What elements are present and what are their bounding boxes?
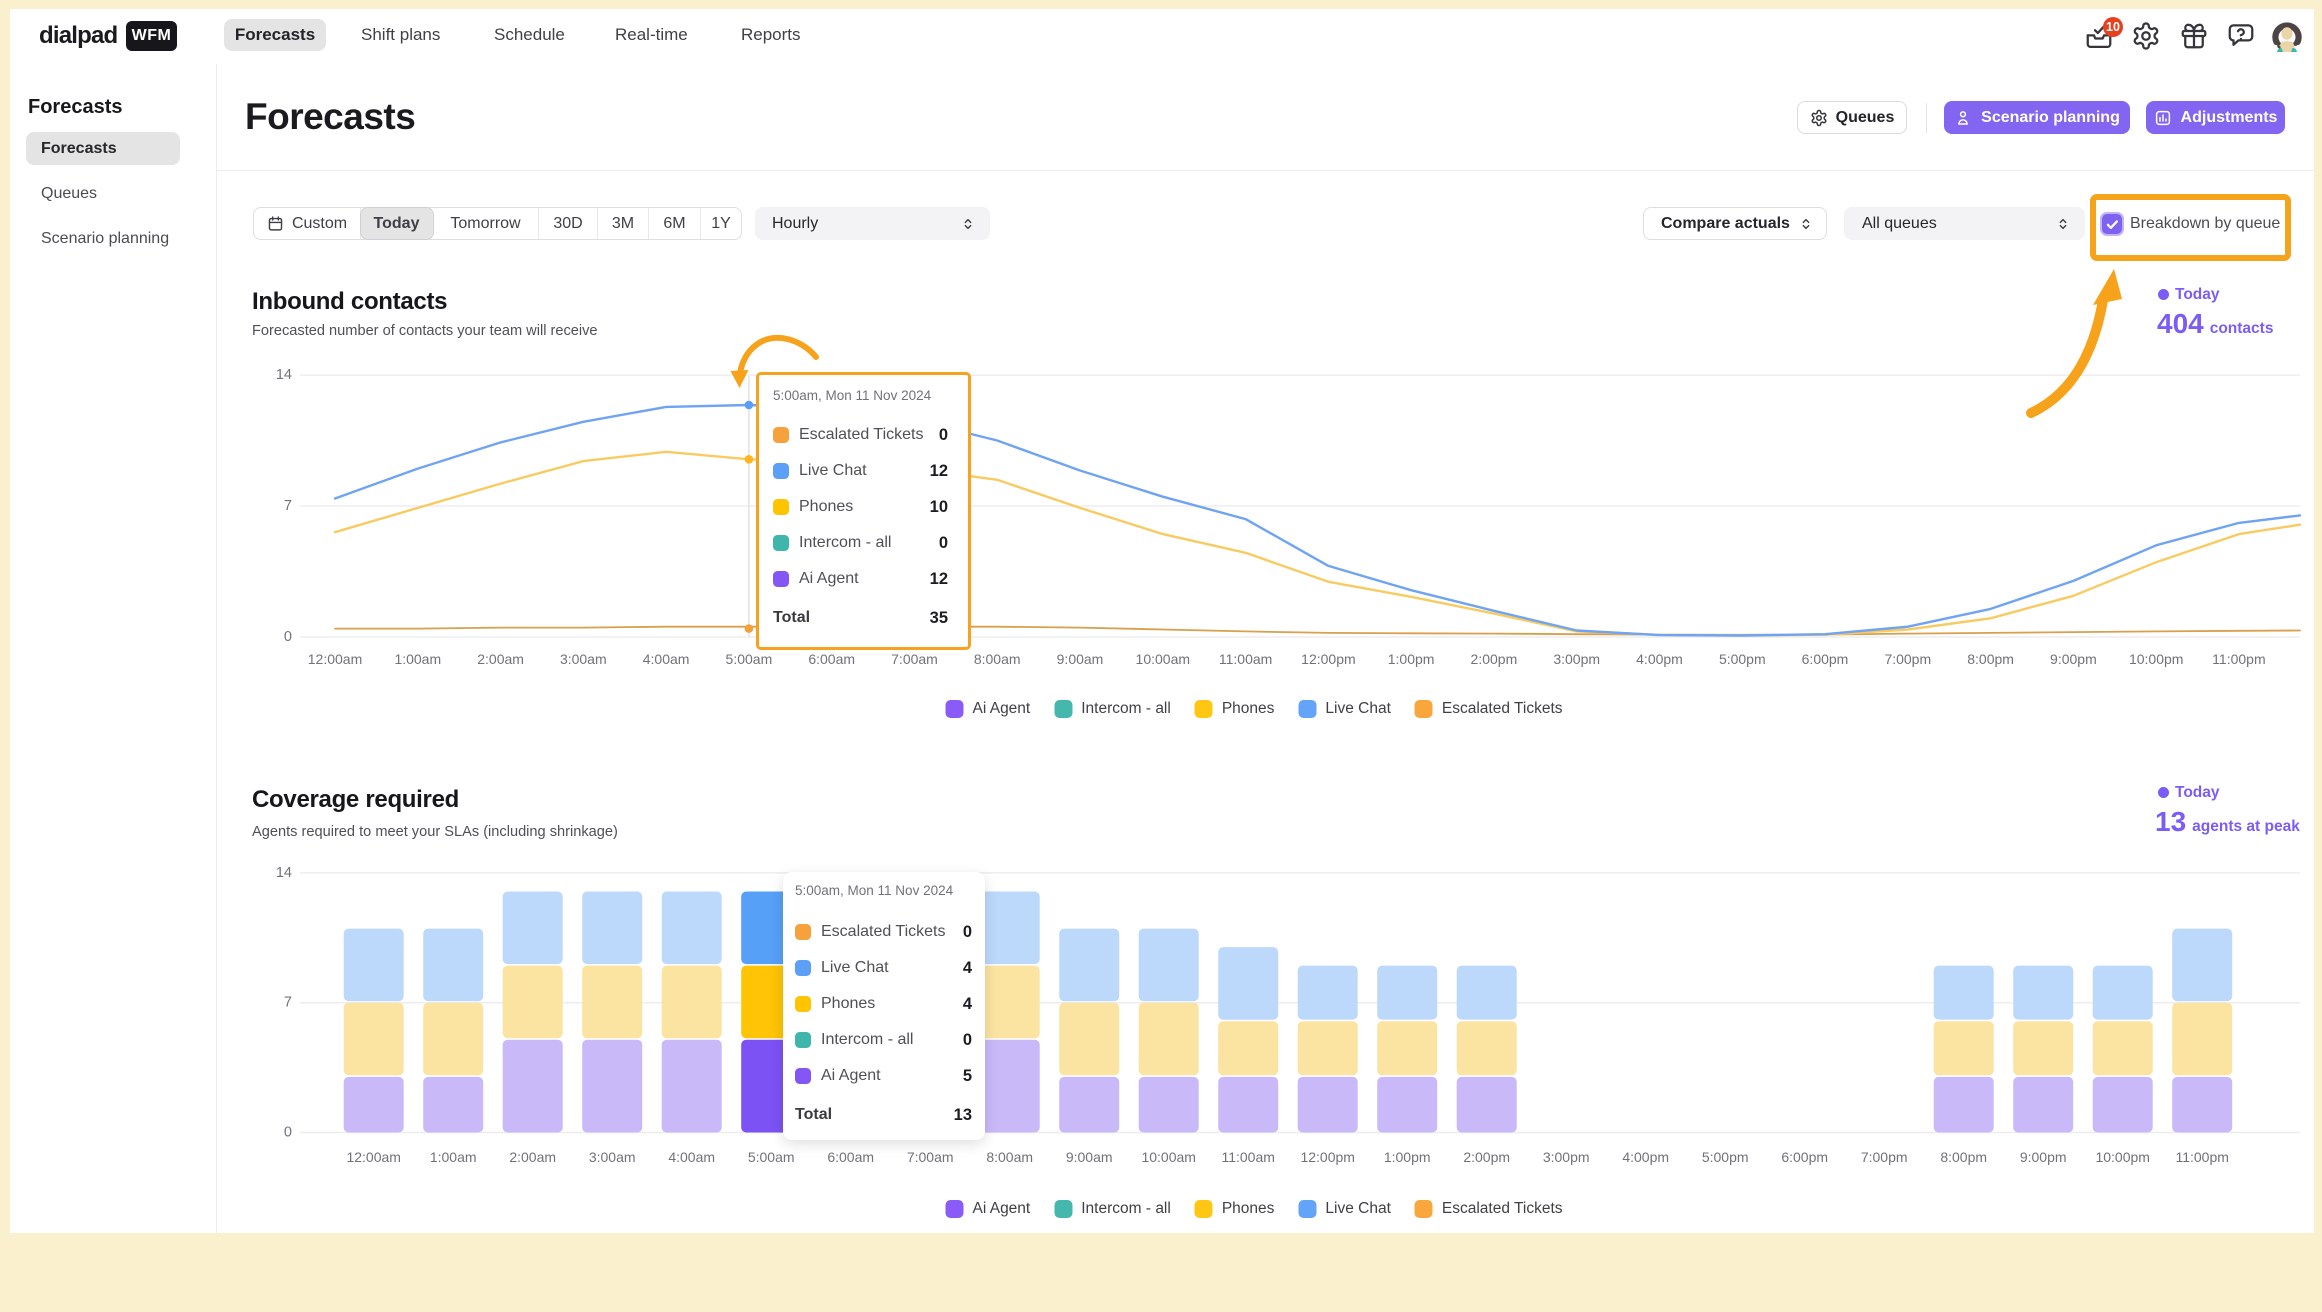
svg-text:3:00pm: 3:00pm xyxy=(1553,651,1600,667)
svg-text:14: 14 xyxy=(276,367,292,383)
svg-text:7: 7 xyxy=(284,498,292,514)
svg-text:4:00am: 4:00am xyxy=(643,651,690,667)
svg-text:7:00pm: 7:00pm xyxy=(1884,651,1931,667)
svg-text:7:00am: 7:00am xyxy=(907,1149,954,1165)
svg-text:6:00pm: 6:00pm xyxy=(1781,1149,1828,1165)
svg-text:1:00am: 1:00am xyxy=(394,651,441,667)
svg-text:5:00pm: 5:00pm xyxy=(1719,651,1766,667)
svg-text:8:00pm: 8:00pm xyxy=(1940,1149,1987,1165)
svg-text:10:00am: 10:00am xyxy=(1141,1149,1195,1165)
svg-text:11:00pm: 11:00pm xyxy=(2175,1149,2228,1165)
svg-text:4:00pm: 4:00pm xyxy=(1636,651,1683,667)
svg-text:12:00am: 12:00am xyxy=(346,1149,400,1165)
svg-text:4:00am: 4:00am xyxy=(668,1149,715,1165)
svg-text:0: 0 xyxy=(284,1125,292,1141)
svg-text:1:00pm: 1:00pm xyxy=(1388,651,1435,667)
svg-text:10:00pm: 10:00pm xyxy=(2129,651,2183,667)
svg-text:6:00pm: 6:00pm xyxy=(1802,651,1849,667)
svg-text:12:00pm: 12:00pm xyxy=(1300,1149,1354,1165)
svg-text:1:00pm: 1:00pm xyxy=(1384,1149,1431,1165)
svg-text:6:00am: 6:00am xyxy=(827,1149,874,1165)
svg-text:9:00am: 9:00am xyxy=(1057,651,1104,667)
svg-text:0: 0 xyxy=(284,629,292,645)
svg-text:8:00am: 8:00am xyxy=(986,1149,1033,1165)
svg-text:1:00am: 1:00am xyxy=(430,1149,477,1165)
svg-text:3:00am: 3:00am xyxy=(560,651,607,667)
svg-text:10:00am: 10:00am xyxy=(1136,651,1190,667)
svg-text:9:00pm: 9:00pm xyxy=(2020,1149,2067,1165)
svg-text:2:00am: 2:00am xyxy=(509,1149,556,1165)
svg-text:14: 14 xyxy=(276,865,292,881)
svg-text:4:00pm: 4:00pm xyxy=(1622,1149,1669,1165)
svg-text:11:00pm: 11:00pm xyxy=(2212,651,2265,667)
svg-text:11:00am: 11:00am xyxy=(1219,651,1272,667)
svg-text:2:00am: 2:00am xyxy=(477,651,524,667)
svg-text:3:00am: 3:00am xyxy=(589,1149,636,1165)
svg-text:12:00pm: 12:00pm xyxy=(1301,651,1355,667)
svg-text:12:00am: 12:00am xyxy=(308,651,362,667)
svg-text:10:00pm: 10:00pm xyxy=(2095,1149,2149,1165)
svg-text:5:00am: 5:00am xyxy=(748,1149,795,1165)
svg-text:9:00pm: 9:00pm xyxy=(2050,651,2097,667)
svg-text:11:00am: 11:00am xyxy=(1221,1149,1274,1165)
svg-text:5:00am: 5:00am xyxy=(726,651,773,667)
svg-text:7: 7 xyxy=(284,995,292,1011)
svg-text:8:00am: 8:00am xyxy=(974,651,1021,667)
svg-text:2:00pm: 2:00pm xyxy=(1471,651,1518,667)
svg-text:6:00am: 6:00am xyxy=(808,651,855,667)
svg-text:9:00am: 9:00am xyxy=(1066,1149,1113,1165)
svg-text:3:00pm: 3:00pm xyxy=(1543,1149,1590,1165)
svg-text:8:00pm: 8:00pm xyxy=(1967,651,2014,667)
svg-text:2:00pm: 2:00pm xyxy=(1463,1149,1510,1165)
svg-text:7:00pm: 7:00pm xyxy=(1861,1149,1908,1165)
svg-text:5:00pm: 5:00pm xyxy=(1702,1149,1749,1165)
svg-text:7:00am: 7:00am xyxy=(891,651,938,667)
